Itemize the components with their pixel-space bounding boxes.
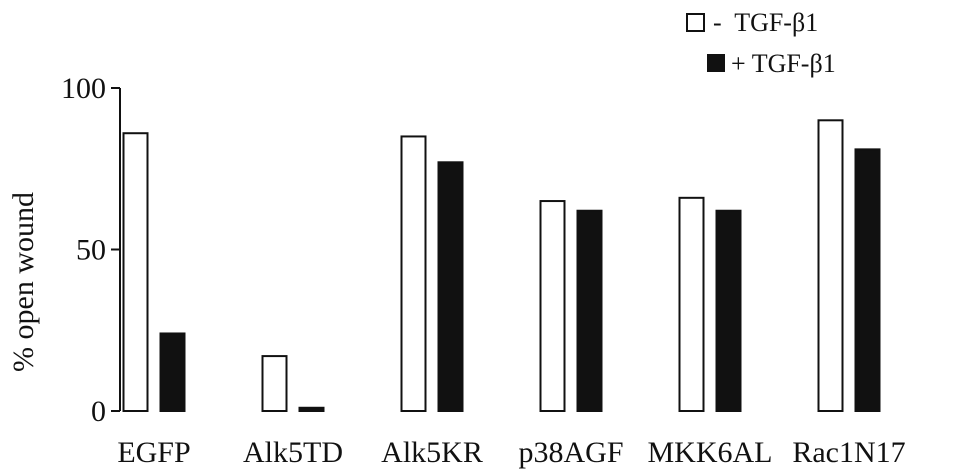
x-category-label: p38AGF xyxy=(518,436,623,469)
bar-alk5td-minus-tgf xyxy=(261,355,288,412)
y-tick-label: 0 xyxy=(91,395,106,428)
legend-label-plus-tgf: + TGF-β1 xyxy=(731,49,836,78)
x-category-label: MKK6AL xyxy=(648,436,773,469)
y-tick-label: 50 xyxy=(76,234,106,267)
legend-label-minus-tgf: - TGF-β1 xyxy=(713,8,818,37)
bar-alk5kr-minus-tgf xyxy=(400,135,427,412)
bar-rac1n17-plus-tgf xyxy=(854,148,881,412)
legend-swatch-plus-tgf xyxy=(707,54,725,72)
y-axis-label: % open wound xyxy=(7,192,40,372)
bar-mkk6al-plus-tgf xyxy=(715,209,742,412)
bar-alk5td-plus-tgf xyxy=(298,406,325,412)
bar-alk5kr-plus-tgf xyxy=(437,161,464,412)
legend-swatch-minus-tgf xyxy=(686,13,705,32)
bars xyxy=(122,119,881,413)
x-category-label: Alk5KR xyxy=(381,436,483,469)
bar-p38agf-plus-tgf xyxy=(576,209,603,412)
bar-egfp-minus-tgf xyxy=(122,132,149,412)
category-labels: EGFP Alk5TD Alk5KR p38AGF MKK6AL Rac1N17 xyxy=(117,436,905,469)
legend: - TGF-β1 + TGF-β1 xyxy=(686,8,836,78)
bar-p38agf-minus-tgf xyxy=(539,200,566,412)
bar-egfp-plus-tgf xyxy=(159,332,186,413)
x-category-label: Rac1N17 xyxy=(792,436,905,469)
y-tick-label: 100 xyxy=(61,72,106,105)
x-category-label: Alk5TD xyxy=(243,436,343,469)
bar-mkk6al-minus-tgf xyxy=(678,196,705,412)
bar-rac1n17-minus-tgf xyxy=(817,119,844,413)
x-category-label: EGFP xyxy=(117,436,190,469)
y-axis: 0 50 100 xyxy=(61,72,121,428)
